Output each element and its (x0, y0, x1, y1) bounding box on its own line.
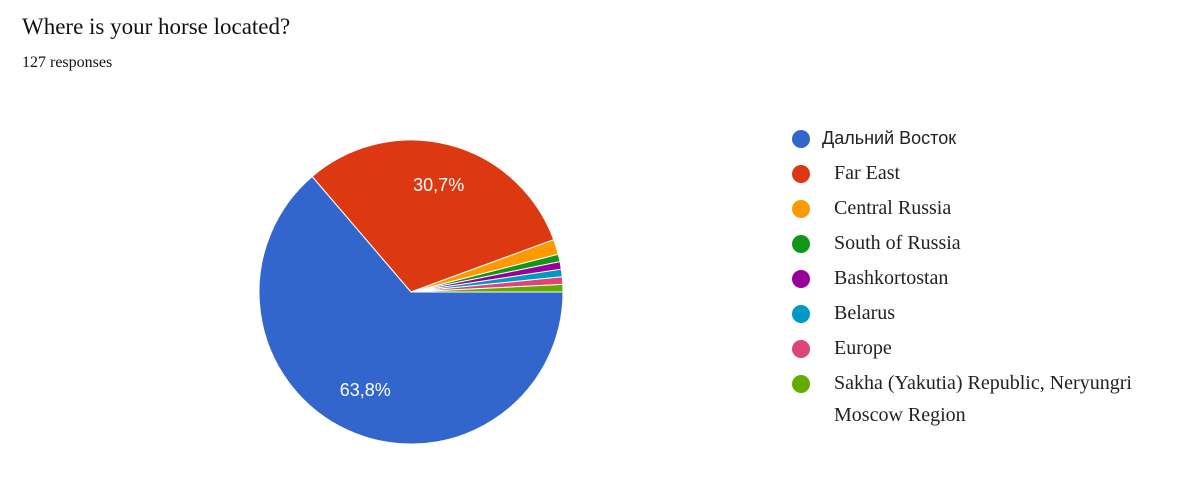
legend-item: Far East (790, 161, 1194, 189)
legend-item: Europe (790, 336, 1194, 364)
legend-swatch (792, 375, 810, 393)
legend-item: South of Russia (790, 231, 1194, 259)
data-label: 30,7% (413, 175, 464, 195)
legend-item: Belarus (790, 301, 1194, 329)
pie-slice (410, 283, 564, 293)
legend-swatch (792, 270, 810, 288)
chart-subtitle: 127 responses (22, 54, 113, 71)
legend-label: Belarus (834, 302, 896, 324)
legend-label: Sakha (Yakutia) Republic, Neryungri Mosc… (834, 372, 1132, 426)
legend-swatch (792, 200, 810, 218)
legend-swatch (792, 165, 810, 183)
legend-swatch (792, 130, 810, 148)
legend-label: Europe (834, 337, 892, 359)
legend-swatch (792, 340, 810, 358)
legend-label: Far East (834, 162, 901, 184)
chart-title: Where is your horse located? (22, 14, 291, 39)
chart: 63,8% 30,7% (258, 139, 564, 445)
legend-label: Bashkortostan (834, 267, 949, 289)
data-label: 63,8% (340, 380, 391, 400)
legend-label: Дальний Восток (822, 128, 957, 148)
legend-item: Дальний Восток (790, 126, 1194, 154)
legend-label: Central Russia (834, 197, 952, 219)
legend-item: Sakha (Yakutia) Republic, Neryungri Mosc… (790, 371, 1194, 431)
legend-swatch (792, 305, 810, 323)
legend-item: Bashkortostan (790, 266, 1194, 294)
pie-slice (311, 139, 555, 293)
legend: Дальний Восток Far East Central Russia Sout… (790, 126, 1194, 438)
legend-item: Central Russia (790, 196, 1194, 224)
legend-swatch (792, 235, 810, 253)
legend-label: South of Russia (834, 232, 961, 254)
pie-slice (258, 175, 564, 445)
